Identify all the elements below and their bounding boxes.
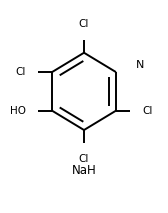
Text: Cl: Cl [79,19,89,29]
Text: NaH: NaH [72,164,96,177]
Text: HO: HO [10,106,26,116]
Text: Cl: Cl [142,106,152,116]
Text: Cl: Cl [16,67,26,77]
Text: Cl: Cl [79,154,89,164]
Text: N: N [136,60,144,70]
